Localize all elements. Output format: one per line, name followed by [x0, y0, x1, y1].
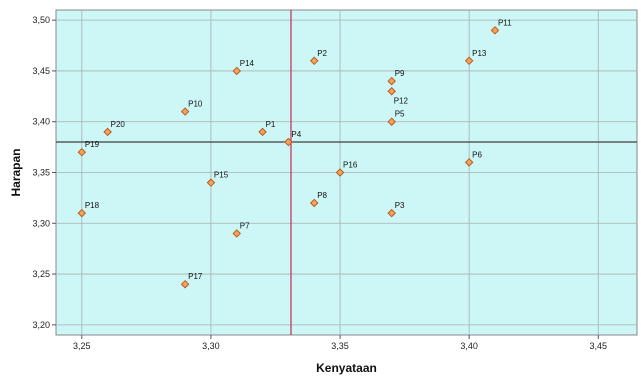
data-point-marker: [180, 107, 190, 116]
data-points: P1 P2 P3 P4 P5 P6 P7 P8 P9 P10 P11 P12 P13 P14 P15 P16 P…: [77, 18, 512, 289]
y-tick-label: 3,40: [32, 117, 50, 127]
data-point-marker: [232, 66, 241, 76]
data-point-marker: [258, 127, 267, 137]
data-point-label: P11: [498, 18, 512, 27]
data-point-marker: [77, 147, 87, 157]
data-point-marker: [103, 127, 112, 137]
data-point-marker: [335, 168, 345, 177]
data-point-marker: [309, 198, 319, 208]
x-tick-label: 3,45: [590, 341, 608, 351]
data-point-label: P14: [240, 59, 255, 68]
tick-labels: 3,25 3,30 3,35 3,40 3,45 3,20 3,25 3,30 3,35 3,40…: [32, 15, 607, 351]
data-point-label: P16: [343, 161, 358, 170]
data-point-marker: [387, 87, 396, 96]
data-point-marker: [387, 117, 396, 126]
data-point-label: P3: [395, 201, 405, 210]
y-tick-label: 3,30: [32, 218, 50, 228]
x-tick-label: 3,30: [202, 341, 220, 351]
y-tick-label: 3,35: [32, 168, 50, 178]
data-point-label: P17: [188, 272, 203, 281]
data-point-marker: [232, 229, 241, 238]
data-point-label: P19: [85, 140, 100, 149]
reference-lines: [56, 10, 637, 335]
x-tick-label: 3,35: [331, 341, 349, 351]
x-axis-title: Kenyataan: [316, 361, 377, 375]
data-point-label: P2: [317, 49, 327, 58]
data-point-label: P7: [240, 221, 250, 230]
data-point-marker: [77, 208, 87, 218]
data-point-marker: [464, 158, 474, 167]
data-point-label: P5: [395, 110, 405, 119]
data-point-marker: [284, 137, 293, 147]
data-point-label: P18: [85, 201, 100, 210]
data-point-marker: [387, 208, 396, 218]
data-point-label: P6: [472, 150, 482, 159]
x-tick-label: 3,40: [460, 341, 478, 351]
data-point-marker: [490, 26, 500, 35]
data-point-marker: [387, 76, 396, 86]
data-point-label: P8: [317, 191, 327, 200]
data-point-label: P4: [291, 130, 301, 139]
y-tick-label: 3,25: [32, 269, 50, 279]
data-point-marker: [206, 178, 216, 187]
data-point-label: P20: [111, 120, 126, 129]
data-point-label: P15: [214, 171, 229, 180]
data-point-label: P12: [394, 96, 409, 105]
data-point-label: P13: [472, 49, 487, 58]
data-point-marker: [464, 56, 474, 66]
y-axis-title: Harapan: [9, 148, 23, 196]
y-tick-label: 3,45: [32, 66, 50, 76]
data-point-label: P1: [266, 120, 276, 129]
y-tick-label: 3,50: [32, 15, 50, 25]
x-tick-label: 3,25: [73, 341, 91, 351]
data-point-label: P9: [395, 69, 405, 78]
data-point-label: P10: [188, 100, 203, 109]
data-point-marker: [309, 56, 319, 66]
y-tick-label: 3,20: [32, 320, 50, 330]
data-point-marker: [180, 279, 190, 289]
grid-lines: [56, 10, 637, 335]
